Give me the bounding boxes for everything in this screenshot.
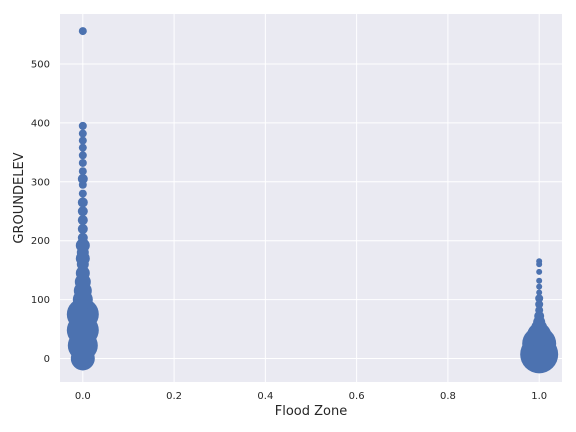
x-axis-label: Flood Zone [275,404,347,419]
plot-area [60,14,562,382]
scatter-point [78,158,87,167]
scatter-point [77,232,88,243]
scatter-point [536,258,543,265]
scatter-point [534,311,545,322]
scatter-point [536,268,543,275]
scatter-point [66,298,99,331]
scatter-point [77,223,88,234]
scatter-point [78,151,87,160]
scatter-point [78,136,87,145]
scatter-point [535,300,544,309]
x-tick-label: 0.2 [166,391,182,402]
tick-labels: 0.0 0.2 0.4 0.6 0.8 1.0 0 100 200 300 400 500 [31,60,547,402]
scatter-point [77,173,88,184]
y-tick-label: 400 [31,118,50,129]
scatter-point [75,266,90,281]
scatter-point [535,306,544,315]
y-axis-label: GROUNDELEV [12,152,27,243]
grid-lines [60,14,562,382]
scatter-point [78,167,87,176]
scatter-point [77,215,88,226]
scatter-point [78,143,87,152]
scatter-point [77,206,88,217]
x-tick-label: 0.8 [440,391,456,402]
scatter-point [536,283,543,290]
scatter-point [78,121,87,130]
data-points [66,27,559,374]
scatter-point [536,289,543,296]
scatter-point [78,129,87,138]
scatter-point [77,197,88,208]
scatter-point [75,238,90,253]
y-tick-label: 100 [31,295,50,306]
x-tick-label: 0.6 [349,391,365,402]
y-tick-label: 500 [31,60,50,71]
scatter-point [535,294,544,303]
x-tick-label: 0.4 [257,391,273,402]
y-tick-label: 0 [44,354,50,365]
x-tick-label: 1.0 [531,391,547,402]
x-tick-label: 0.0 [75,391,91,402]
scatter-point [78,189,87,198]
scatter-point [78,27,87,36]
y-tick-label: 200 [31,236,50,247]
scatter-point [536,277,543,284]
y-tick-label: 300 [31,177,50,188]
